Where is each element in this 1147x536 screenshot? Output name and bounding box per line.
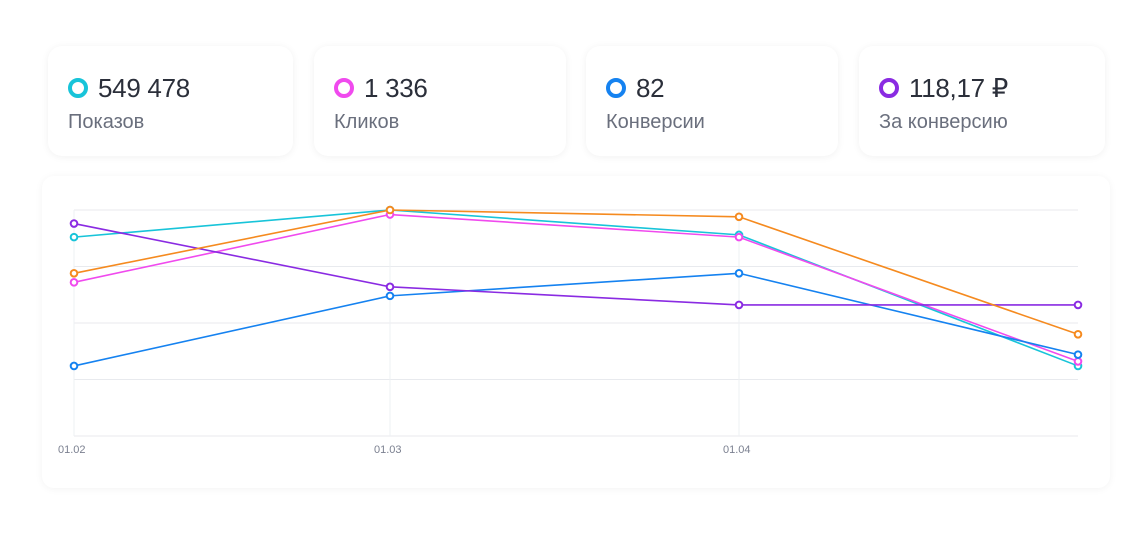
series-line [73,222,1078,306]
stat-card-cost-per-conversion[interactable]: 118,17 ₽ За конверсию [859,46,1105,156]
data-point[interactable] [69,268,79,278]
ring-icon [606,78,626,98]
clicks-value: 1 336 [364,72,428,103]
data-point[interactable] [69,232,79,242]
cost-per-conversion-value: 118,17 ₽ [909,72,1008,103]
clicks-label: Кликов [334,111,400,133]
data-point[interactable] [1073,357,1083,366]
line-chart: 01.02 01.03 01.04 [58,205,1083,456]
conversions-value: 82 [636,72,665,103]
impressions-value: 549 478 [98,72,190,103]
data-point[interactable] [69,219,79,228]
stats-cards: 549 478 Показов 1 336 Кликов 82 Конверси… [0,0,1147,160]
data-point[interactable] [1073,330,1083,339]
stat-card-clicks[interactable]: 1 336 Кликов [314,46,566,156]
data-point[interactable] [69,278,79,287]
stat-card-conversions[interactable]: 82 Конверсии [586,46,838,156]
x-tick-label: 01.02 [58,444,86,456]
data-point[interactable] [1073,300,1083,310]
data-point[interactable] [734,300,744,310]
impressions-label: Показов [68,111,145,133]
data-point[interactable] [1073,350,1083,359]
series-line [73,213,1079,363]
data-point[interactable] [734,212,744,222]
series-line [73,209,1079,367]
conversions-label: Конверсии [606,111,705,133]
series-line [73,272,1079,367]
stat-card-impressions[interactable]: 549 478 Показов [48,46,293,156]
data-point[interactable] [385,291,395,301]
cost-per-conversion-label: За конверсию [879,111,1008,133]
ring-icon [68,78,88,98]
line-chart-panel: 01.02 01.03 01.04 [42,176,1110,488]
data-point[interactable] [69,361,79,371]
ring-icon [334,78,354,98]
x-tick-label: 01.03 [374,444,402,456]
series-line [73,209,1079,336]
x-tick-label: 01.04 [723,444,751,456]
data-point[interactable] [734,232,744,242]
ring-icon [879,78,899,98]
data-point[interactable] [734,268,744,278]
data-point[interactable] [385,282,395,292]
data-point[interactable] [385,205,395,215]
